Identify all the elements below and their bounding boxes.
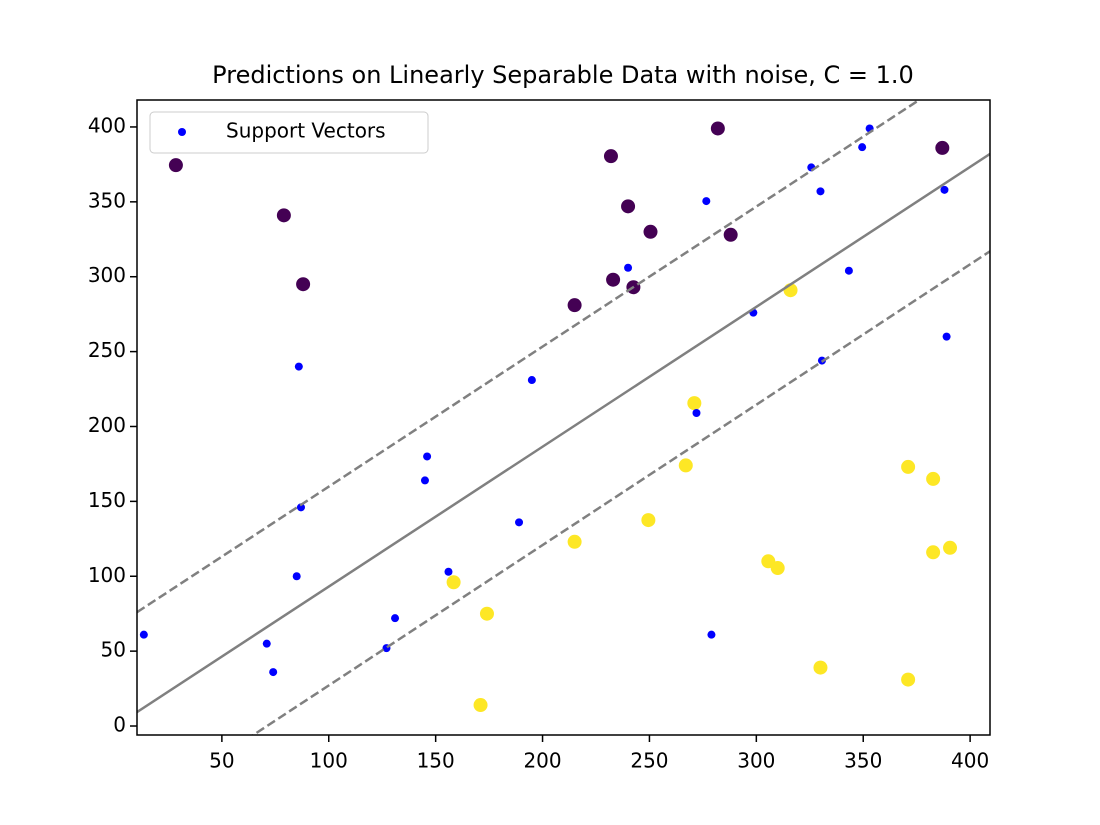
y-tick-label: 100 — [88, 563, 126, 587]
x-tick-label: 300 — [737, 749, 775, 773]
point — [940, 185, 949, 194]
y-tick-label: 300 — [88, 263, 126, 287]
point — [858, 143, 867, 152]
point — [926, 471, 941, 486]
point — [935, 140, 950, 155]
point — [901, 672, 916, 687]
point — [420, 476, 429, 485]
x-tick-label: 50 — [209, 749, 234, 773]
point — [770, 561, 785, 576]
point — [391, 614, 400, 623]
y-tick-label: 50 — [101, 638, 126, 662]
y-tick-label: 250 — [88, 338, 126, 362]
point — [621, 199, 636, 214]
point — [473, 698, 488, 713]
point — [444, 567, 453, 576]
y-tick-label: 400 — [88, 113, 126, 137]
point — [816, 187, 825, 196]
point — [702, 197, 711, 206]
point — [624, 263, 633, 272]
legend-marker — [178, 128, 186, 136]
point — [262, 639, 271, 648]
point — [710, 121, 725, 136]
x-tick-label: 350 — [844, 749, 882, 773]
point — [606, 272, 621, 287]
y-tick-label: 150 — [88, 488, 126, 512]
y-tick-label: 200 — [88, 413, 126, 437]
y-tick-label: 0 — [113, 713, 126, 737]
point — [687, 396, 702, 411]
point — [296, 503, 305, 512]
plot-area — [137, 100, 990, 735]
point — [844, 266, 853, 275]
point — [515, 518, 524, 527]
x-tick-label: 250 — [630, 749, 668, 773]
point — [479, 606, 494, 621]
point — [139, 630, 148, 639]
point — [527, 376, 536, 385]
point — [567, 298, 582, 313]
x-tick-label: 400 — [951, 749, 989, 773]
point — [707, 630, 716, 639]
point — [678, 458, 693, 473]
point — [423, 452, 432, 461]
point — [813, 660, 828, 675]
point — [294, 362, 303, 371]
legend-box — [149, 111, 429, 154]
x-tick-label: 150 — [417, 749, 455, 773]
point — [643, 224, 658, 239]
x-tick-label: 100 — [310, 749, 348, 773]
point — [926, 545, 941, 560]
legend-label: Support Vectors — [226, 119, 386, 143]
x-tick-label: 200 — [523, 749, 561, 773]
point — [292, 572, 301, 581]
decision-line — [251, 250, 990, 735]
point — [942, 332, 951, 341]
plot-frame — [136, 99, 991, 736]
point — [296, 277, 311, 292]
point — [446, 575, 461, 590]
y-tick-label: 350 — [88, 188, 126, 212]
point — [901, 459, 916, 474]
point — [641, 513, 656, 528]
point — [603, 149, 618, 164]
point — [168, 158, 183, 173]
decision-line — [137, 152, 990, 714]
point — [269, 668, 278, 677]
chart-title: Predictions on Linearly Separable Data w… — [212, 61, 914, 89]
point — [692, 409, 701, 418]
point — [723, 227, 738, 242]
point — [567, 534, 582, 549]
decision-line — [137, 100, 922, 614]
point — [276, 208, 291, 223]
point — [943, 540, 958, 555]
